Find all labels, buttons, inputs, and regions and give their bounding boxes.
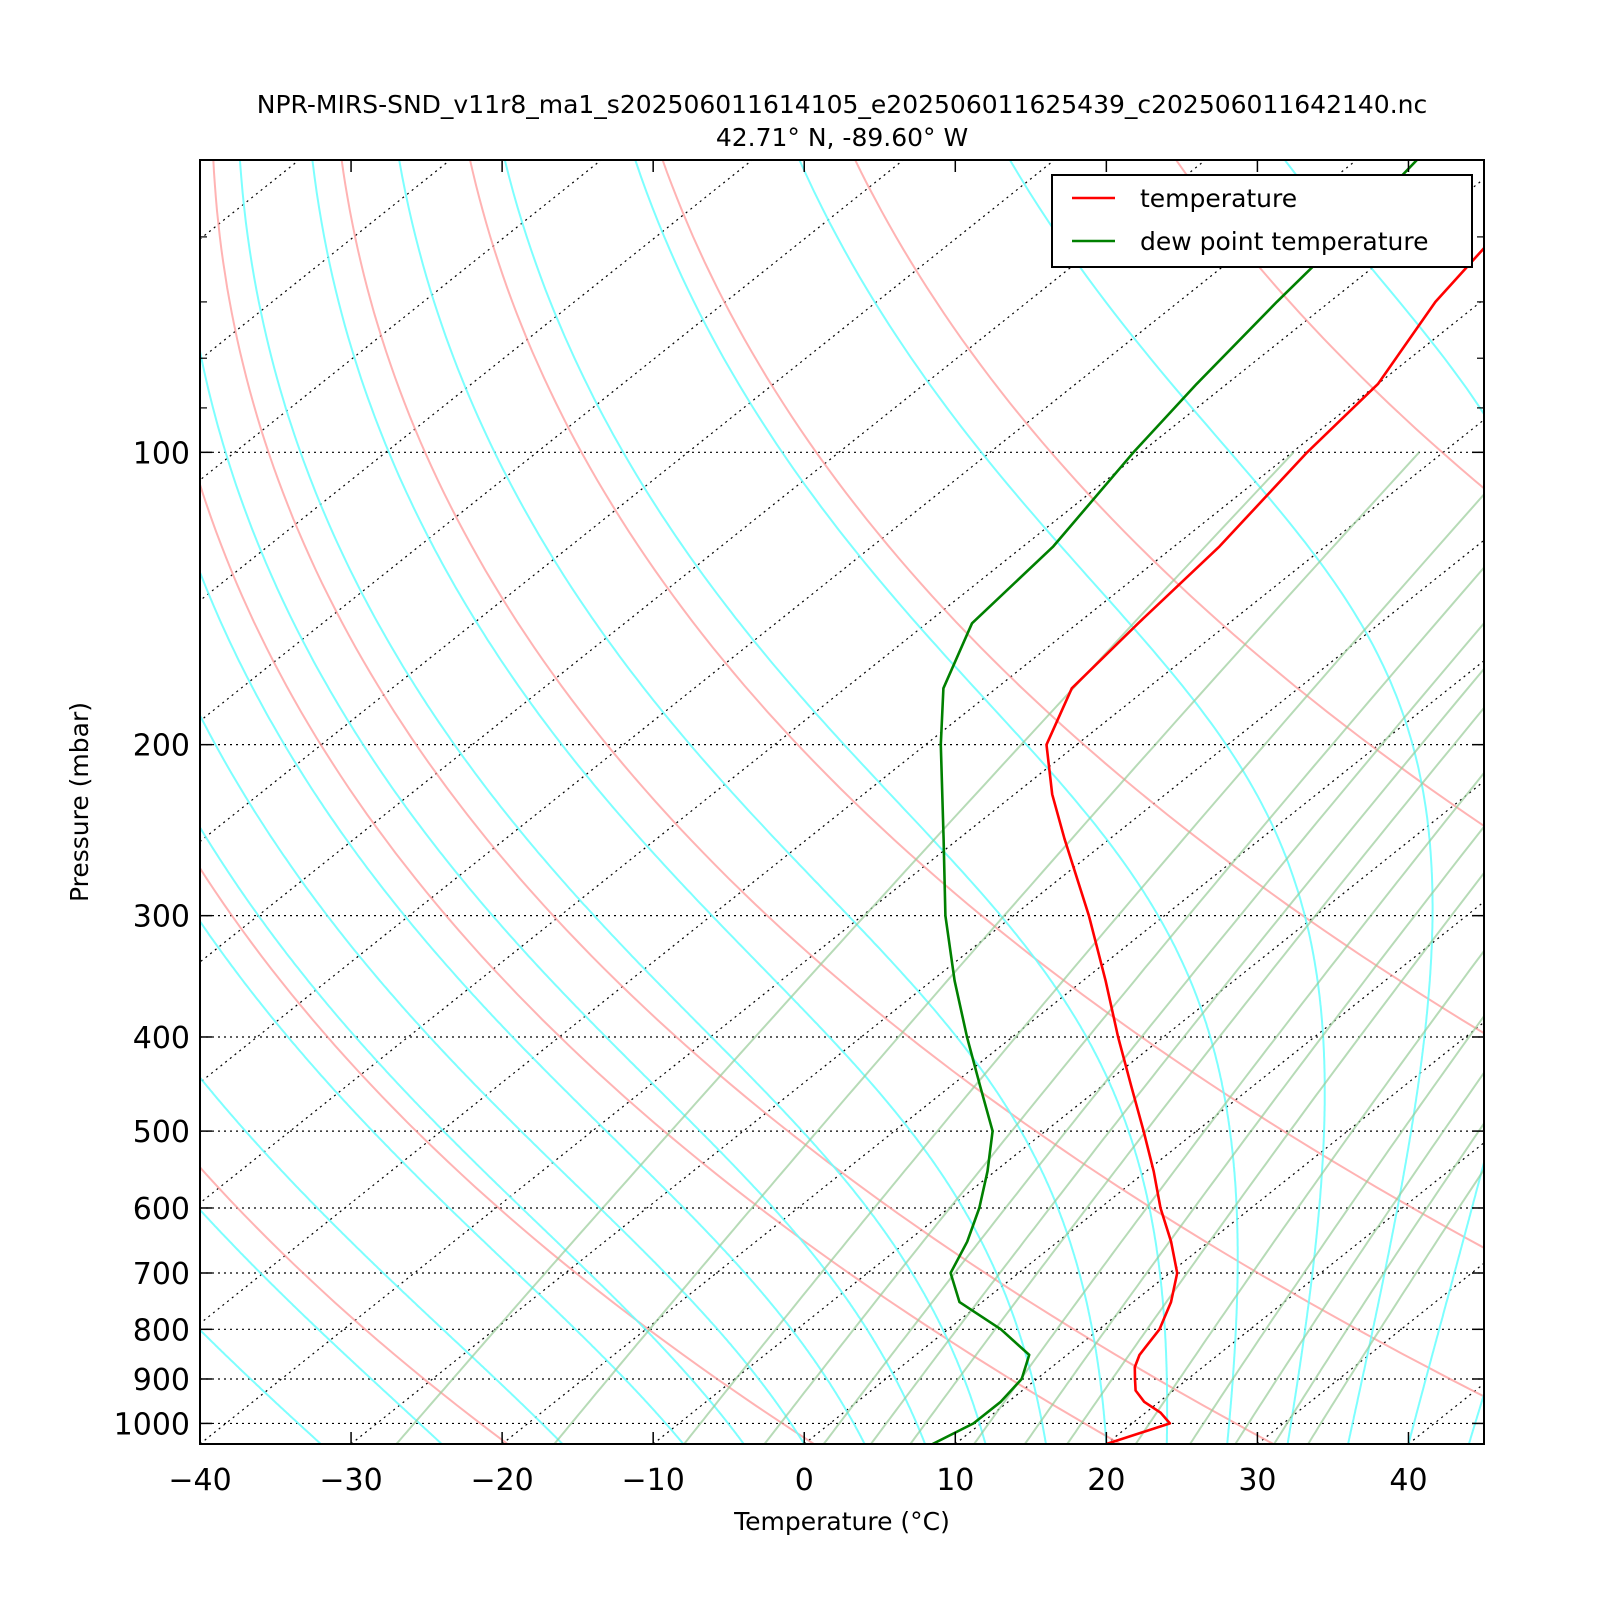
x-tick-label: −30: [319, 1463, 382, 1498]
mixing-ratio-line: [1134, 949, 1484, 1444]
isotherm-line: [200, 298, 1484, 1325]
dry-adiabat-line: [340, 160, 1484, 1398]
x-tick-label: −40: [168, 1463, 231, 1498]
x-tick-label: 40: [1389, 1463, 1427, 1498]
moist-adiabat-line: [200, 1328, 322, 1444]
moist-adiabat-layer: [200, 160, 1484, 1444]
isotherm-line: [652, 780, 1484, 1444]
y-tick-label: 300: [133, 900, 190, 935]
mixing-ratio-line: [870, 667, 1484, 1444]
x-tick-label: 20: [1087, 1463, 1125, 1498]
y-tick-label: 1000: [114, 1407, 190, 1442]
x-tick-label: −10: [622, 1463, 685, 1498]
legend-label-dewpoint: dew point temperature: [1140, 227, 1429, 256]
plot-area: [200, 159, 1600, 1444]
moist-adiabat-line: [200, 1076, 564, 1444]
moist-adiabat-line: [311, 160, 1047, 1444]
isotherm-line: [200, 178, 1484, 1204]
mixing-ratio-line: [1024, 825, 1484, 1444]
isotherm-line: [1408, 1382, 1484, 1444]
x-axis: −40 −30 −20 −10 0 10 20 30 40: [168, 160, 1428, 1498]
mixing-ratio-line: [1273, 1121, 1484, 1444]
dry-adiabat-line: [200, 1165, 509, 1444]
isotherm-line: [1257, 1262, 1484, 1444]
mixing-ratio-line: [1189, 1014, 1484, 1444]
mixing-ratio-layer: [395, 451, 1484, 1444]
x-tick-label: 10: [936, 1463, 974, 1498]
y-tick-label: 800: [133, 1313, 190, 1348]
mixing-ratio-line: [909, 706, 1484, 1444]
mixing-ratio-line: [1307, 1167, 1484, 1444]
dewpoint-profile-line: [932, 160, 1418, 1444]
x-axis-label: Temperature (°C): [733, 1507, 950, 1536]
moist-adiabat-line: [200, 346, 927, 1444]
temperature-profile-line: [1045, 246, 1484, 1444]
y-axis-label: Pressure (mbar): [65, 702, 94, 902]
legend: temperature dew point temperature: [1051, 174, 1473, 268]
moist-adiabat-line: [238, 160, 987, 1444]
isotherm-line: [803, 900, 1484, 1444]
legend-box: [1051, 174, 1473, 268]
isotherm-line: [350, 539, 1484, 1444]
dry-adiabat-line: [212, 160, 1274, 1444]
dry-adiabat-line: [200, 866, 815, 1444]
y-tick-label: 200: [133, 729, 190, 764]
y-tick-label: 900: [133, 1363, 190, 1398]
moist-adiabat-line: [200, 713, 806, 1444]
mixing-ratio-line: [822, 621, 1484, 1444]
moist-adiabat-line: [634, 160, 1239, 1444]
legend-label-temperature: temperature: [1140, 184, 1297, 213]
isotherm-line: [200, 419, 1484, 1444]
y-tick-label: 400: [133, 1021, 190, 1056]
isotherm-line: [954, 1021, 1484, 1444]
moist-adiabat-line: [398, 160, 1108, 1444]
isotherm-line: [200, 160, 1055, 843]
moist-adiabat-line: [798, 160, 1326, 1444]
x-tick-label: 30: [1238, 1463, 1276, 1498]
moist-adiabat-line: [503, 160, 1169, 1444]
y-tick-label: 500: [133, 1115, 190, 1150]
dry-adiabat-line: [200, 481, 1121, 1444]
dry-adiabat-line: [469, 160, 1484, 1249]
mixing-ratio-line: [763, 566, 1484, 1444]
series-layer: [932, 160, 1484, 1444]
moist-adiabat-line: [1284, 160, 1484, 1444]
mixing-ratio-line: [553, 451, 1420, 1444]
y-tick-label: 700: [133, 1257, 190, 1292]
isotherm-line: [1105, 1141, 1484, 1444]
isobar-gridlines: [200, 451, 1484, 1425]
dry-adiabat-line: [1497, 159, 1600, 1444]
moist-adiabat-line: [1009, 160, 1434, 1444]
isotherm-line: [501, 659, 1484, 1444]
isotherm-line: [200, 160, 1206, 963]
moist-adiabat-line: [200, 919, 685, 1444]
dry-adiabat-line: [1174, 160, 1484, 490]
y-axis: 100 200 300 400 500 600 700 800 900 1000: [114, 159, 1484, 1442]
isotherm-line: [1560, 160, 1600, 1444]
dry-adiabat-layer: [200, 159, 1600, 1444]
y-tick-label: 600: [133, 1192, 190, 1227]
mixing-ratio-line: [683, 492, 1484, 1444]
mixing-ratio-line: [1066, 871, 1484, 1444]
moist-adiabat-line: [200, 1442, 201, 1444]
moist-adiabat-line: [200, 1208, 443, 1444]
isotherm-line: [200, 160, 753, 602]
x-tick-label: 0: [795, 1463, 814, 1498]
mixing-ratio-line: [973, 771, 1484, 1444]
chart-subtitle: 42.71° N, -89.60° W: [716, 123, 968, 152]
mixing-ratio-line: [395, 451, 1295, 1444]
plot-frame: [199, 159, 1485, 1445]
moist-adiabat-line: [200, 825, 745, 1444]
mixing-ratio-line: [1234, 1071, 1484, 1444]
dry-adiabat-line: [661, 160, 1484, 1035]
x-tick-label: −20: [470, 1463, 533, 1498]
y-tick-label: 100: [133, 436, 190, 471]
isotherm-line: [200, 160, 300, 240]
dry-adiabat-line: [854, 160, 1484, 828]
moist-adiabat-line: [1467, 1390, 1484, 1444]
chart-title: NPR-MIRS-SND_v11r8_ma1_s202506011614105_…: [257, 90, 1428, 119]
